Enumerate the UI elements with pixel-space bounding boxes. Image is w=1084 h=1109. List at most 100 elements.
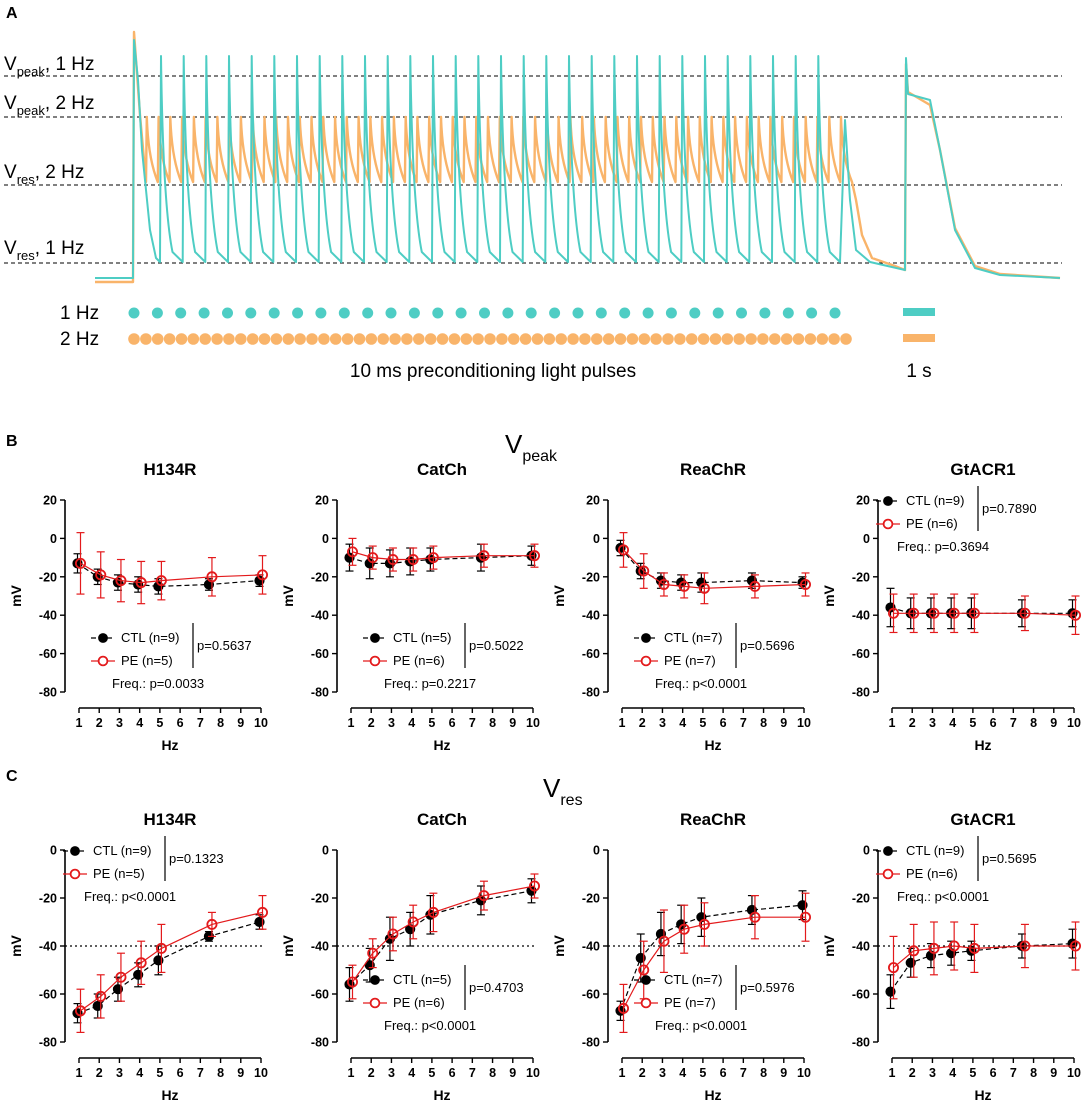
freq-p-value-label: Freq.: p<0.0001 [84,889,176,904]
legend-marker [641,633,651,643]
y-tick-label: -40 [582,609,600,623]
x-axis-title: Hz [704,737,721,753]
pulse-dot-2hz [674,333,686,345]
data-point-ctl [153,581,164,592]
chart-title: ReaChR [680,460,746,479]
pulse-dot-2hz [424,333,437,345]
pulse-dot-2hz [460,333,473,345]
pulse-dot-1hz [408,307,420,319]
pulse-dot-1hz [268,307,280,319]
x-tick-label: 2 [639,1066,646,1080]
x-tick-label: 1 [889,716,896,730]
pulse-dot-1hz [432,307,444,319]
x-tick-label: 5 [156,716,163,730]
data-point-pe [749,580,761,592]
x-tick-label: 9 [509,1066,516,1080]
y-tick-label: 0 [863,532,870,546]
chart-B-H134R: H134R 20 0 -20 -40 -60 -80 1 2 3 4 5 6 7 8 9 10 Hz mV CTL (… [8,460,268,753]
chart-C-GtACR1: GtACR1 0 -20 -40 -60 -80 1 2 3 4 5 6 7 8 9 10 Hz mV CTL (n… [821,810,1082,1103]
pulse-dot-2hz [709,333,722,345]
data-point-pe [908,945,920,957]
data-point-pe [1070,940,1082,952]
freq-p-value-label: Freq.: p<0.0001 [655,1018,747,1033]
data-point-pe [367,947,379,959]
pulse-dot-1hz [455,307,467,319]
data-point-pe [678,580,690,592]
x-tick-label: 3 [659,716,666,730]
pulse-dot-1hz [338,307,350,319]
y-axis-title: mV [280,934,296,956]
legend-ctl-label: CTL (n=9) [906,843,964,858]
x-tick-label: 7 [469,1066,476,1080]
x-tick-label: 2 [368,1066,375,1080]
pulse-dot-1hz [479,307,490,319]
legend-marker [882,518,894,530]
y-tick-label: -40 [39,609,57,623]
chart-title: H134R [144,460,197,479]
panel-a-letter: A [6,5,18,22]
data-point-pe [206,918,218,930]
scale-caption: 1 s [906,361,931,382]
x-tick-label: 2 [909,1066,916,1080]
x-tick-label: 9 [780,1066,787,1080]
x-tick-label: 4 [679,716,686,730]
pulse-dot-2hz [567,333,579,345]
x-tick-label: 2 [639,716,646,730]
pulse-dot-2hz [128,333,140,345]
vpeak-1hz-label: Vpeak, 1 Hz [4,54,95,79]
vpeak-2hz-label: Vpeak, 2 Hz [4,93,95,118]
x-tick-label: 1 [348,716,355,730]
pulse-dot-2hz [757,333,769,345]
y-tick-label: -40 [311,609,329,623]
data-point-ctl [797,900,808,911]
pulse-dot-1hz [525,307,537,319]
x-tick-label: 5 [428,1066,435,1080]
x-tick-label: 3 [929,716,936,730]
x-tick-label: 6 [177,1066,184,1080]
legend-marker [640,655,652,667]
pulse-dot-1hz [292,307,304,319]
x-tick-label: 5 [969,1066,976,1080]
series-pe-line [352,551,535,561]
legend-marker [70,846,80,856]
legend-pe-label: PE (n=7) [664,653,716,668]
data-point-pe [658,935,670,947]
x-tick-label: 5 [156,1066,163,1080]
series-ctl-line [349,890,532,985]
y-tick-label: -40 [852,609,870,623]
x-tick-label: 3 [388,1066,395,1080]
x-tick-label: 4 [136,1066,143,1080]
series-pe-line [893,612,1076,616]
panel-c-title: Vres [543,773,583,809]
pulse-dot-2hz [840,333,852,345]
data-point-pe [638,964,650,976]
pulse-dot-1hz [128,307,140,319]
x-tick-label: 7 [197,716,204,730]
legend-marker [69,868,81,880]
chart-title: CatCh [417,460,467,479]
x-tick-label: 9 [237,716,244,730]
pulse-dot-2hz [270,333,283,345]
data-point-pe [908,607,920,619]
y-tick-label: -40 [582,940,600,954]
pulse-dot-1hz [549,307,561,319]
pulse-dot-2hz [163,333,176,345]
x-tick-label: 10 [1067,1066,1081,1080]
row-2hz-label: 2 Hz [60,329,99,350]
pulse-dot-1hz [829,307,841,319]
x-tick-label: 2 [909,716,916,730]
x-axis-title: Hz [974,737,991,753]
pulse-caption: 10 ms preconditioning light pulses [350,361,636,382]
data-point-pe [529,550,541,562]
y-tick-label: -80 [39,1036,57,1050]
data-point-pe [698,918,710,930]
pulse-dot-2hz [543,333,556,345]
panel-c-letter: C [6,768,18,785]
x-axis-title: Hz [433,1087,450,1103]
y-tick-label: -40 [852,940,870,954]
data-point-ctl [746,575,758,586]
data-point-pe [135,577,147,589]
legend-pe-label: PE (n=5) [93,866,145,881]
pulse-dot-2hz [211,333,223,345]
data-point-pe [256,906,268,918]
